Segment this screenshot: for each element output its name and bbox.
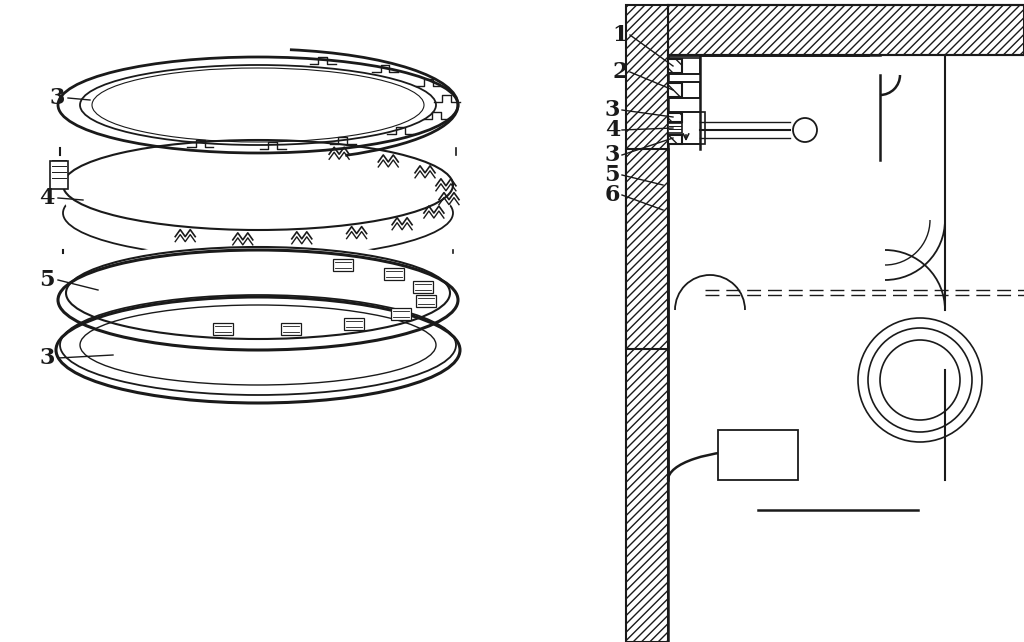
Ellipse shape	[58, 57, 458, 153]
Bar	[668, 58, 700, 74]
Ellipse shape	[58, 240, 458, 350]
Text: 5: 5	[604, 164, 620, 186]
Bar	[344, 318, 364, 330]
Text: 2: 2	[612, 61, 628, 83]
Text: 5: 5	[40, 269, 55, 291]
Bar	[668, 55, 1024, 642]
Bar	[333, 259, 353, 271]
Bar	[668, 123, 682, 133]
Bar	[718, 430, 798, 480]
Bar	[384, 268, 404, 280]
Bar	[668, 5, 1024, 55]
Bar	[391, 308, 412, 320]
Text: 3: 3	[604, 99, 620, 121]
Bar	[282, 324, 301, 335]
Bar	[213, 324, 233, 335]
Bar	[668, 59, 682, 73]
Text: 4: 4	[604, 119, 620, 141]
Bar	[668, 112, 705, 144]
Ellipse shape	[63, 135, 453, 255]
Text: 4: 4	[40, 187, 55, 209]
Bar	[668, 113, 682, 122]
Bar	[668, 83, 682, 97]
Text: 3: 3	[49, 87, 65, 109]
Bar	[413, 281, 433, 293]
Text: 3: 3	[40, 347, 55, 369]
Bar	[668, 135, 682, 144]
Text: 3: 3	[604, 144, 620, 166]
Text: 1: 1	[612, 24, 628, 46]
Bar	[416, 295, 436, 307]
Ellipse shape	[56, 297, 460, 403]
Text: 6: 6	[604, 184, 620, 206]
Bar	[668, 82, 700, 98]
Bar	[626, 149, 668, 349]
Bar	[50, 161, 68, 189]
Bar	[626, 5, 668, 642]
